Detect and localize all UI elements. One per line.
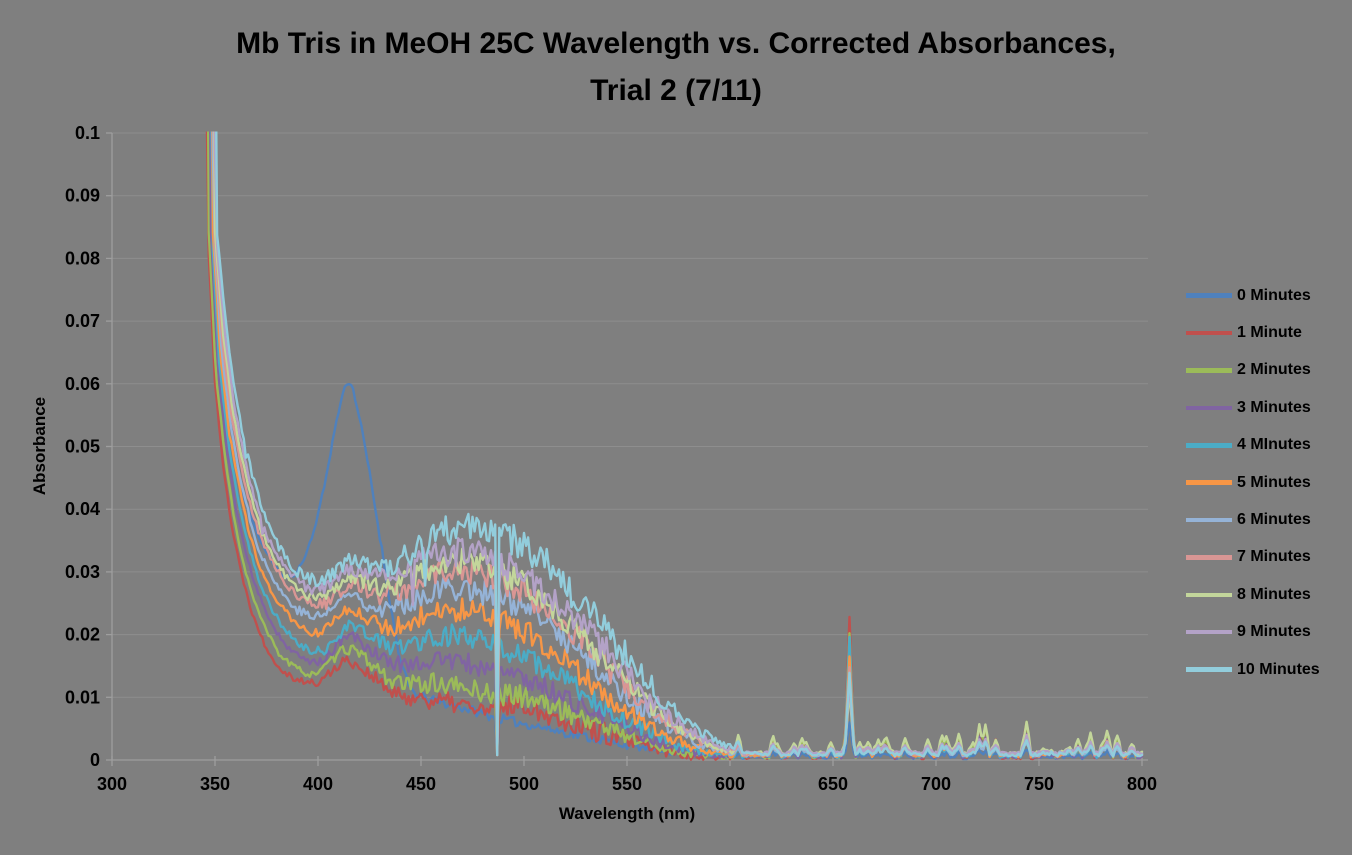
legend-label: 1 Minute bbox=[1237, 324, 1302, 342]
x-tick-label: 750 bbox=[1024, 774, 1054, 794]
legend-label: 8 Minutes bbox=[1237, 585, 1311, 603]
legend-label: 3 Minutes bbox=[1237, 398, 1311, 416]
series-line-8 bbox=[213, 131, 1144, 757]
series-line-3 bbox=[209, 131, 1144, 760]
legend-swatch-line bbox=[1186, 592, 1232, 598]
series-line-0 bbox=[208, 131, 1144, 761]
x-tick-label: 350 bbox=[200, 774, 230, 794]
legend-item-5: 5 Minutes bbox=[1186, 464, 1320, 501]
y-tick-label: 0.04 bbox=[65, 499, 100, 519]
y-tick-label: 0.06 bbox=[65, 374, 100, 394]
x-tick-label: 300 bbox=[97, 774, 127, 794]
x-tick-label: 500 bbox=[509, 774, 539, 794]
series-line-2 bbox=[207, 131, 1144, 760]
legend-swatch-line bbox=[1186, 293, 1232, 298]
legend-item-4: 4 MInutes bbox=[1186, 427, 1320, 464]
y-tick-label: 0.09 bbox=[65, 186, 100, 206]
series-line-5 bbox=[211, 131, 1144, 759]
chart-title-line-1: Mb Tris in MeOH 25C Wavelength vs. Corre… bbox=[236, 27, 1116, 60]
y-tick-label: 0 bbox=[90, 750, 100, 770]
x-tick-label: 800 bbox=[1127, 774, 1157, 794]
x-tick-label: 600 bbox=[715, 774, 745, 794]
series-line-4 bbox=[210, 131, 1144, 759]
legend-swatch-line bbox=[1186, 405, 1232, 411]
legend-label: 7 Minutes bbox=[1237, 548, 1311, 566]
legend-item-3: 3 Minutes bbox=[1186, 389, 1320, 426]
legend-label: 9 Minutes bbox=[1237, 623, 1311, 641]
legend-label: 10 Minutes bbox=[1237, 660, 1320, 678]
series-line-6 bbox=[211, 131, 1144, 758]
y-tick-label: 0.01 bbox=[65, 687, 100, 707]
chart-title-line-2: Trial 2 (7/11) bbox=[590, 74, 762, 107]
legend-swatch-line bbox=[1186, 368, 1232, 373]
y-tick-label: 0.03 bbox=[65, 562, 100, 582]
x-axis-title: Wavelength (nm) bbox=[558, 804, 696, 823]
legend-item-2: 2 Minutes bbox=[1186, 352, 1320, 389]
x-tick-label: 400 bbox=[303, 774, 333, 794]
legend-label: 6 Minutes bbox=[1237, 511, 1311, 529]
legend-swatch-line bbox=[1186, 555, 1232, 560]
legend-label: 2 Minutes bbox=[1237, 361, 1311, 379]
legend-swatch-line bbox=[1186, 667, 1232, 672]
series-line-9 bbox=[213, 131, 1144, 757]
legend-item-9: 9 Minutes bbox=[1186, 614, 1320, 651]
x-tick-label: 550 bbox=[612, 774, 642, 794]
legend-label: 0 Minutes bbox=[1237, 286, 1311, 304]
legend-swatch-line bbox=[1186, 517, 1232, 523]
legend-item-10: 10 Minutes bbox=[1186, 651, 1320, 688]
legend-swatch-line bbox=[1186, 480, 1232, 485]
y-tick-label: 0.08 bbox=[65, 248, 100, 268]
y-tick-label: 0.02 bbox=[65, 625, 100, 645]
x-tick-label: 450 bbox=[406, 774, 436, 794]
series-line-10 bbox=[215, 131, 1144, 758]
series-line-7 bbox=[212, 131, 1144, 758]
legend-item-1: 1 Minute bbox=[1186, 314, 1320, 351]
legend-item-6: 6 Minutes bbox=[1186, 501, 1320, 538]
legend-item-7: 7 Minutes bbox=[1186, 539, 1320, 576]
legend-label: 4 MInutes bbox=[1237, 436, 1311, 454]
legend-swatch-line bbox=[1186, 629, 1232, 635]
y-tick-label: 0.1 bbox=[75, 123, 100, 143]
legend-label: 5 Minutes bbox=[1237, 473, 1311, 491]
x-tick-label: 650 bbox=[818, 774, 848, 794]
chart-title: Mb Tris in MeOH 25C Wavelength vs. Corre… bbox=[0, 20, 1352, 114]
legend-swatch-line bbox=[1186, 330, 1232, 336]
legend-swatch-line bbox=[1186, 443, 1232, 448]
y-tick-label: 0.07 bbox=[65, 311, 100, 331]
y-tick-label: 0.05 bbox=[65, 437, 100, 457]
legend-item-0: 0 Minutes bbox=[1186, 277, 1320, 314]
legend-item-8: 8 Minutes bbox=[1186, 576, 1320, 613]
x-tick-label: 700 bbox=[921, 774, 951, 794]
legend: 0 Minutes 1 Minute 2 Minutes 3 Minutes 4 MIn… bbox=[1186, 277, 1320, 688]
